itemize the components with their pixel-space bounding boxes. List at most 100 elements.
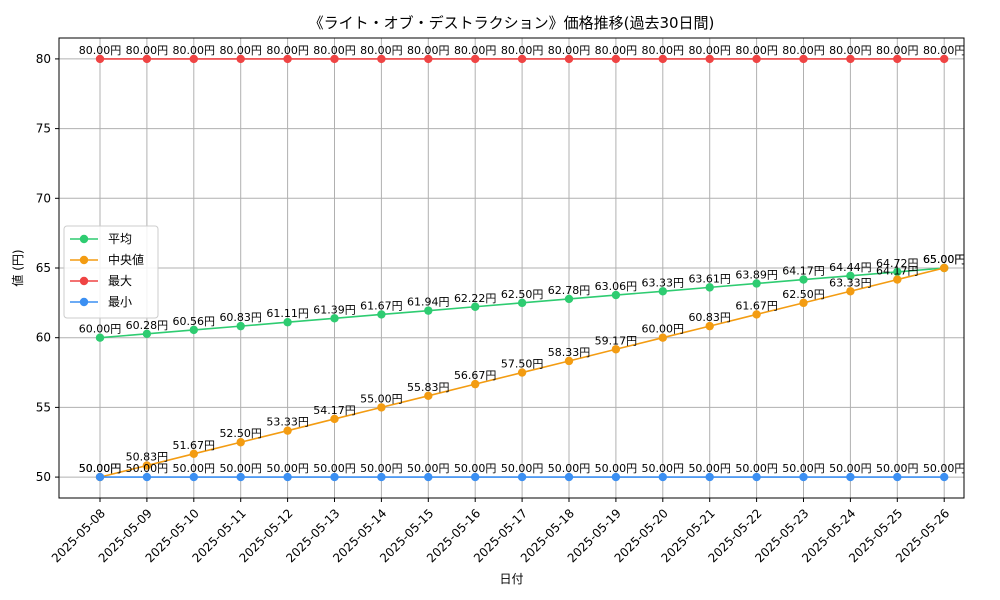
- series-1: [95, 263, 949, 342]
- data-point: [799, 472, 808, 482]
- data-label: 60.00円: [642, 323, 685, 336]
- data-point: [752, 310, 761, 319]
- legend-box: [63, 225, 159, 319]
- data-label: 50.00円: [876, 462, 919, 475]
- data-point: [236, 472, 245, 482]
- data-label: 51.67円: [173, 439, 216, 452]
- data-point: [564, 356, 574, 366]
- data-point: [142, 54, 152, 64]
- data-point: [658, 54, 667, 64]
- data-point: [940, 472, 949, 482]
- data-point: [705, 283, 714, 292]
- data-label: 80.00円: [595, 44, 638, 57]
- data-point: [236, 438, 245, 447]
- data-point: [846, 54, 855, 64]
- data-label: 80.00円: [79, 44, 122, 57]
- data-label: 80.00円: [219, 44, 262, 57]
- legend-swatch-marker: [79, 255, 89, 265]
- data-point: [517, 368, 527, 377]
- data-point: [330, 414, 339, 424]
- data-point: [658, 333, 667, 342]
- data-point: [471, 379, 480, 389]
- data-label: 64.17円: [782, 265, 825, 278]
- data-point: [330, 314, 339, 323]
- data-label: 63.33円: [829, 276, 872, 289]
- data-label: 80.00円: [548, 44, 591, 57]
- data-point: [189, 325, 198, 335]
- data-point: [846, 472, 855, 482]
- data-point: [236, 321, 245, 331]
- data-point: [142, 329, 152, 338]
- data-label: 61.67円: [360, 299, 403, 312]
- data-label: 50.00円: [219, 462, 262, 475]
- data-point: [377, 310, 386, 319]
- data-point: [705, 54, 714, 64]
- data-point: [846, 271, 855, 281]
- data-label: 80.00円: [173, 44, 216, 57]
- legend-entry: 中央値: [108, 252, 144, 267]
- data-label: 61.94円: [407, 296, 450, 309]
- data-label: 80.00円: [313, 44, 356, 57]
- data-point: [236, 54, 245, 64]
- data-point: [283, 426, 292, 435]
- data-point: [377, 472, 386, 482]
- y-tick-label: 60: [36, 331, 51, 345]
- data-point: [611, 290, 621, 300]
- data-point: [611, 472, 621, 482]
- data-point: [799, 275, 808, 284]
- data-point: [424, 54, 433, 64]
- data-point: [95, 54, 105, 64]
- data-label: 54.17円: [313, 404, 356, 417]
- data-label: 55.83円: [407, 381, 450, 394]
- data-point: [189, 449, 198, 459]
- data-label: 50.00円: [501, 462, 544, 475]
- data-label: 50.00円: [79, 462, 122, 475]
- data-label: 50.00円: [126, 462, 169, 475]
- data-point: [893, 275, 902, 284]
- y-tick-label: 80: [36, 52, 51, 66]
- series-layer: [95, 54, 949, 482]
- data-label: 60.83円: [219, 311, 262, 324]
- data-point: [564, 294, 574, 304]
- data-label: 60.00円: [79, 323, 122, 336]
- data-point: [330, 54, 339, 64]
- data-point: [517, 298, 527, 308]
- data-label: 60.56円: [173, 315, 216, 328]
- data-label: 80.00円: [454, 44, 497, 57]
- data-label: 60.28円: [126, 319, 169, 332]
- series-3: [95, 54, 949, 64]
- data-label: 50.00円: [79, 462, 122, 475]
- data-label: 50.00円: [595, 462, 638, 475]
- data-label: 80.00円: [360, 44, 403, 57]
- data-label: 56.67円: [454, 369, 497, 382]
- data-label: 50.00円: [360, 462, 403, 475]
- data-label: 52.50円: [219, 427, 262, 440]
- data-label: 62.50円: [782, 288, 825, 301]
- data-label: 50.00円: [688, 462, 731, 475]
- data-label: 62.22円: [454, 292, 497, 305]
- data-point: [611, 345, 621, 354]
- y-tick-label: 65: [36, 261, 51, 275]
- data-label: 80.00円: [876, 44, 919, 57]
- data-point: [283, 472, 292, 482]
- data-label: 64.72円: [876, 257, 919, 270]
- data-point: [940, 263, 949, 273]
- data-label: 65.00円: [923, 253, 966, 266]
- data-label: 80.00円: [407, 44, 450, 57]
- data-label: 63.61円: [688, 272, 731, 285]
- data-point: [752, 279, 761, 288]
- data-label: 62.78円: [548, 284, 591, 297]
- data-label: 50.00円: [313, 462, 356, 475]
- y-tick-label: 50: [36, 470, 51, 484]
- data-point: [564, 54, 574, 64]
- data-point: [799, 54, 808, 64]
- data-point: [940, 54, 949, 64]
- data-point: [705, 472, 714, 482]
- data-point: [189, 472, 198, 482]
- data-label: 80.00円: [829, 44, 872, 57]
- data-label: 63.33円: [642, 276, 685, 289]
- data-labels: 60.00円 60.28円 60.56円 60.83円 61.11円 61.39円 61.6…: [79, 44, 966, 475]
- data-label: 55.00円: [360, 392, 403, 405]
- data-label: 61.67円: [735, 299, 778, 312]
